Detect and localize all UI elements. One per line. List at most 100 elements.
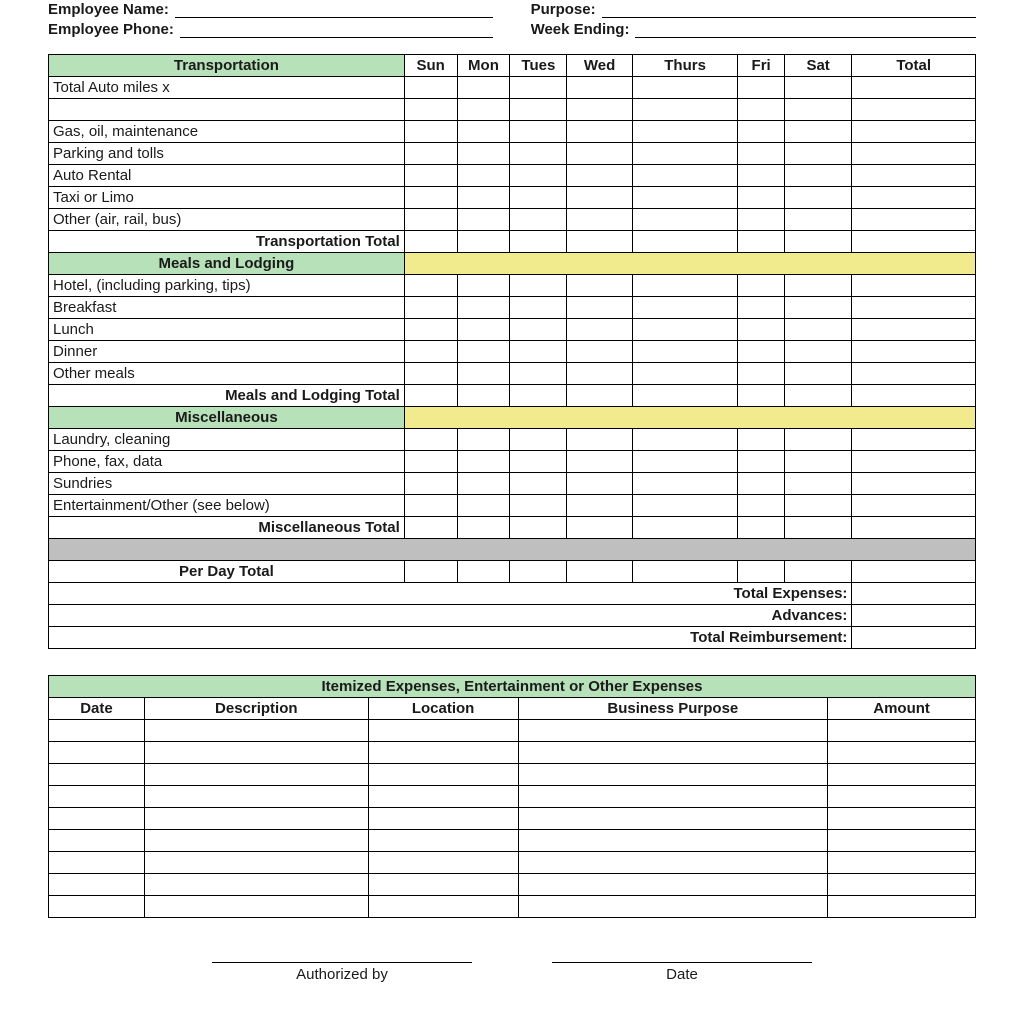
itemized-row xyxy=(49,874,976,896)
day-tues: Tues xyxy=(510,55,567,77)
meals-header-span xyxy=(404,253,975,275)
itemized-row xyxy=(49,852,976,874)
advances-label: Advances: xyxy=(49,605,852,627)
meals-total-label: Meals and Lodging Total xyxy=(49,385,405,407)
table-row: Dinner xyxy=(49,341,976,363)
expense-table: Transportation Sun Mon Tues Wed Thurs Fr… xyxy=(48,54,976,649)
row-label: Parking and tolls xyxy=(49,143,405,165)
table-row: Other (air, rail, bus) xyxy=(49,209,976,231)
purpose-label: Purpose: xyxy=(531,1,596,18)
meals-title: Meals and Lodging xyxy=(49,253,405,275)
week-ending-field: Week Ending: xyxy=(531,20,976,38)
itemized-row xyxy=(49,808,976,830)
misc-total-row: Miscellaneous Total xyxy=(49,517,976,539)
table-row: Breakfast xyxy=(49,297,976,319)
transportation-total-label: Transportation Total xyxy=(49,231,405,253)
itemized-table: Itemized Expenses, Entertainment or Othe… xyxy=(48,675,976,918)
employee-phone-field: Employee Phone: xyxy=(48,20,493,38)
advances-row: Advances: xyxy=(49,605,976,627)
row-label: Hotel, (including parking, tips) xyxy=(49,275,405,297)
day-wed: Wed xyxy=(567,55,632,77)
row-label: Total Auto miles x xyxy=(49,77,405,99)
table-row: Auto Rental xyxy=(49,165,976,187)
itemized-header-row: Date Description Location Business Purpo… xyxy=(49,698,976,720)
day-sat: Sat xyxy=(784,55,852,77)
total-reimbursement-row: Total Reimbursement: xyxy=(49,627,976,649)
table-row: Phone, fax, data xyxy=(49,451,976,473)
itemized-title-row: Itemized Expenses, Entertainment or Othe… xyxy=(49,676,976,698)
total-expenses-row: Total Expenses: xyxy=(49,583,976,605)
employee-name-field: Employee Name: xyxy=(48,0,493,18)
misc-header-span xyxy=(404,407,975,429)
row-label: Laundry, cleaning xyxy=(49,429,405,451)
table-row: Gas, oil, maintenance xyxy=(49,121,976,143)
date-signature: Date xyxy=(552,962,812,983)
itemized-row xyxy=(49,830,976,852)
authorized-by-signature: Authorized by xyxy=(212,962,472,983)
week-ending-label: Week Ending: xyxy=(531,21,630,38)
row-label: Sundries xyxy=(49,473,405,495)
row-label: Dinner xyxy=(49,341,405,363)
employee-phone-label: Employee Phone: xyxy=(48,21,174,38)
table-row: Lunch xyxy=(49,319,976,341)
col-amount: Amount xyxy=(828,698,976,720)
row-label: Auto Rental xyxy=(49,165,405,187)
total-expenses-label: Total Expenses: xyxy=(49,583,852,605)
table-row: Parking and tolls xyxy=(49,143,976,165)
meals-header-row: Meals and Lodging xyxy=(49,253,976,275)
table-row: Entertainment/Other (see below) xyxy=(49,495,976,517)
misc-title: Miscellaneous xyxy=(49,407,405,429)
row-label: Taxi or Limo xyxy=(49,187,405,209)
divider-row xyxy=(49,539,976,561)
row-label: Entertainment/Other (see below) xyxy=(49,495,405,517)
itemized-title: Itemized Expenses, Entertainment or Othe… xyxy=(49,676,976,698)
day-fri: Fri xyxy=(738,55,784,77)
per-day-total-row: Per Day Total xyxy=(49,561,976,583)
authorized-by-label: Authorized by xyxy=(212,964,472,983)
employee-phone-line[interactable] xyxy=(180,24,494,38)
day-sun: Sun xyxy=(404,55,457,77)
employee-name-label: Employee Name: xyxy=(48,1,169,18)
row-label: Phone, fax, data xyxy=(49,451,405,473)
col-location: Location xyxy=(368,698,518,720)
row-label: Other meals xyxy=(49,363,405,385)
day-mon: Mon xyxy=(457,55,510,77)
transportation-title: Transportation xyxy=(49,55,405,77)
misc-total-label: Miscellaneous Total xyxy=(49,517,405,539)
itemized-row xyxy=(49,764,976,786)
row-label: Breakfast xyxy=(49,297,405,319)
table-row: Hotel, (including parking, tips) xyxy=(49,275,976,297)
table-row: Sundries xyxy=(49,473,976,495)
purpose-line[interactable] xyxy=(602,4,976,18)
day-total: Total xyxy=(852,55,976,77)
itemized-row xyxy=(49,720,976,742)
signature-block: Authorized by Date xyxy=(48,962,976,983)
misc-header-row: Miscellaneous xyxy=(49,407,976,429)
table-row: Laundry, cleaning xyxy=(49,429,976,451)
employee-name-line[interactable] xyxy=(175,4,494,18)
row-label: Lunch xyxy=(49,319,405,341)
itemized-row xyxy=(49,742,976,764)
date-label: Date xyxy=(552,964,812,983)
itemized-row xyxy=(49,896,976,918)
table-row: Total Auto miles x xyxy=(49,77,976,99)
per-day-total-label: Per Day Total xyxy=(49,561,405,583)
row-label: Gas, oil, maintenance xyxy=(49,121,405,143)
day-thurs: Thurs xyxy=(632,55,738,77)
transportation-header-row: Transportation Sun Mon Tues Wed Thurs Fr… xyxy=(49,55,976,77)
purpose-field: Purpose: xyxy=(531,0,976,18)
col-desc: Description xyxy=(144,698,368,720)
col-date: Date xyxy=(49,698,145,720)
week-ending-line[interactable] xyxy=(635,24,976,38)
table-row xyxy=(49,99,976,121)
table-row: Taxi or Limo xyxy=(49,187,976,209)
col-purpose: Business Purpose xyxy=(518,698,828,720)
row-label xyxy=(49,99,405,121)
itemized-row xyxy=(49,786,976,808)
table-row: Other meals xyxy=(49,363,976,385)
row-label: Other (air, rail, bus) xyxy=(49,209,405,231)
meals-total-row: Meals and Lodging Total xyxy=(49,385,976,407)
total-reimbursement-label: Total Reimbursement: xyxy=(49,627,852,649)
header-fields: Employee Name: Employee Phone: Purpose: … xyxy=(48,0,976,40)
transportation-total-row: Transportation Total xyxy=(49,231,976,253)
